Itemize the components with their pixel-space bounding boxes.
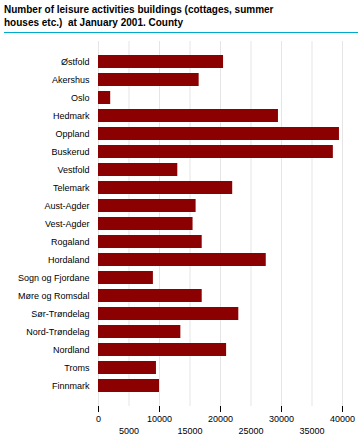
svg-text:Sogn og Fjordane: Sogn og Fjordane (18, 273, 90, 283)
svg-text:Akershus: Akershus (52, 75, 90, 85)
svg-text:10000: 10000 (147, 414, 172, 424)
svg-text:Vestfold: Vestfold (57, 165, 89, 175)
html-text:Number of leisure activities b: Number of leisure activities buildings (… (4, 4, 274, 15)
svg-text:Nordland: Nordland (53, 345, 90, 355)
svg-text:Finnmark: Finnmark (52, 381, 90, 391)
svg-text:Østfold: Østfold (61, 57, 90, 67)
svg-text:20000: 20000 (208, 414, 233, 424)
svg-text:Buskerud: Buskerud (51, 147, 89, 157)
svg-text:Møre og Romsdal: Møre og Romsdal (18, 291, 90, 301)
svg-text:40000: 40000 (330, 414, 355, 424)
html-text:houses etc.) at January 2001.: houses etc.) at January 2001. County (4, 17, 183, 28)
svg-text:Sør-Trøndelag: Sør-Trøndelag (31, 309, 89, 319)
svg-text:Oslo: Oslo (71, 93, 90, 103)
svg-text:Aust-Agder: Aust-Agder (44, 201, 89, 211)
svg-text:Troms: Troms (64, 363, 90, 373)
svg-text:35000: 35000 (299, 426, 324, 436)
svg-text:Rogaland: Rogaland (51, 237, 90, 247)
svg-text:0: 0 (96, 414, 101, 424)
svg-text:30000: 30000 (269, 414, 294, 424)
svg-text:Oppland: Oppland (55, 129, 89, 139)
svg-text:5000: 5000 (119, 426, 139, 436)
svg-text:15000: 15000 (177, 426, 202, 436)
svg-text:Hordaland: Hordaland (48, 255, 90, 265)
svg-text:Vest-Agder: Vest-Agder (45, 219, 90, 229)
svg-text:Telemark: Telemark (53, 183, 90, 193)
svg-text:25000: 25000 (238, 426, 263, 436)
svg-text:Nord-Trøndelag: Nord-Trøndelag (26, 327, 89, 337)
svg-text:Hedmark: Hedmark (53, 111, 90, 121)
